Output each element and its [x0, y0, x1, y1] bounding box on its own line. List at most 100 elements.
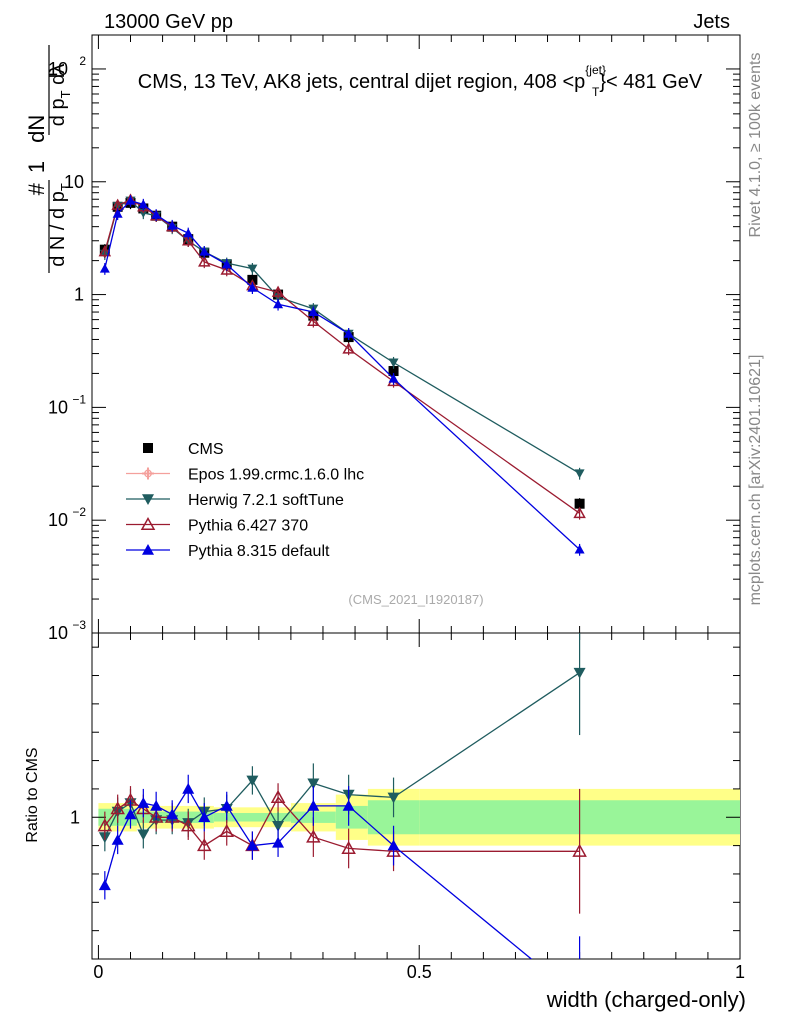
- y-tick-exponent: −2: [72, 505, 86, 519]
- data-point: [343, 328, 354, 338]
- ratio-point: [219, 823, 235, 837]
- y-tick-label: 10: [64, 172, 84, 192]
- ratio-y-tick-label: 1: [70, 807, 80, 827]
- ratio-point: [573, 667, 586, 679]
- ratio-point: [387, 792, 400, 804]
- data-point: [388, 366, 399, 377]
- ratio-point: [306, 829, 321, 843]
- data-point: [388, 373, 399, 383]
- legend-marker: [142, 544, 154, 555]
- analysis-watermark: (CMS_2021_I1920187): [348, 592, 483, 607]
- data-point: [198, 255, 211, 267]
- ratio-ylabel: Ratio to CMS: [24, 747, 41, 842]
- data-point: [574, 498, 585, 509]
- ratio-point: [166, 808, 179, 820]
- svg-text:d pT dλ: d pT dλ: [47, 64, 73, 126]
- ratio-point: [342, 799, 355, 811]
- x-tick-label: 1: [735, 962, 745, 982]
- rivet-label: Rivet 4.1.0, ≥ 100k events: [747, 53, 764, 238]
- legend-marker: [143, 443, 153, 453]
- ratio-point: [198, 811, 211, 823]
- data-point: [112, 208, 123, 218]
- x-tick-label: 0.5: [407, 962, 432, 982]
- ratio-point: [307, 799, 320, 811]
- category-label: Jets: [693, 11, 730, 33]
- data-point: [574, 544, 585, 554]
- data-point: [273, 299, 284, 309]
- data-point: [151, 209, 162, 219]
- legend-marker: [142, 494, 154, 505]
- ratio-point: [387, 839, 400, 851]
- ratio-series-pythia-8-315-default: [98, 774, 581, 959]
- main-axis-ticks: 10 2 10 1 10 −1 10 −2 10 −3: [48, 35, 741, 643]
- svg-text:#1dN: #1dN: [24, 115, 49, 196]
- ratio-point: [180, 818, 196, 832]
- ratio-point: [272, 836, 285, 848]
- ratio-point: [97, 818, 113, 832]
- y-tick-label: 10: [48, 59, 68, 79]
- data-point: [247, 282, 258, 292]
- ratio-point: [148, 809, 164, 823]
- data-point: [573, 506, 586, 519]
- y-tick-label: 10: [48, 510, 68, 530]
- ratio-axis-ticks: 0 0.5 1 1: [70, 633, 745, 982]
- data-point: [307, 314, 320, 327]
- main-panel: 10 2 10 1 10 −1 10 −2 10 −3 CMS, 13 TeV, AK8 jets…: [48, 34, 741, 643]
- ratio-point: [246, 775, 259, 787]
- x-tick-label: 0: [93, 962, 103, 982]
- y-tick-label: 10: [48, 623, 68, 643]
- main-ylabel: #1dN d N / d pT d pT dλ: [24, 45, 73, 273]
- data-point: [199, 246, 210, 256]
- ratio-series-layer: [97, 633, 587, 959]
- main-title: CMS, 13 TeV, AK8 jets, central dijet reg…: [138, 63, 703, 99]
- ratio-point: [572, 843, 587, 857]
- y-tick-exponent: 2: [79, 54, 86, 68]
- legend: CMS Epos 1.99.crmc.1.6.0 lhc Herwig 7.2.1 …: [126, 441, 364, 560]
- ratio-point: [137, 829, 150, 841]
- ratio-point: [307, 778, 320, 790]
- data-point: [247, 264, 258, 274]
- data-point: [125, 195, 136, 205]
- ratio-point: [197, 838, 212, 852]
- data-point: [99, 263, 110, 273]
- data-point: [221, 259, 232, 269]
- legend-entry: CMS: [188, 441, 224, 458]
- data-point: [167, 220, 178, 230]
- data-point: [181, 234, 195, 246]
- legend-entry: Epos 1.99.crmc.1.6.0 lhc: [188, 467, 364, 484]
- series-pythia-8-315-default: [99, 195, 585, 556]
- band-inner: [335, 805, 368, 829]
- data-point: [271, 285, 285, 297]
- ratio-point: [110, 801, 125, 815]
- legend-entry: Pythia 8.315 default: [188, 543, 330, 560]
- data-point: [220, 263, 234, 275]
- svg-text:d N / d pT: d N / d pT: [47, 183, 73, 267]
- main-series-layer: [98, 193, 586, 556]
- data-point: [308, 307, 319, 317]
- data-point: [138, 199, 149, 209]
- ratio-point: [111, 833, 124, 845]
- y-tick-exponent: −3: [72, 618, 86, 632]
- legend-entry: Herwig 7.2.1 softTune: [188, 492, 344, 509]
- band-inner: [213, 813, 291, 822]
- y-tick-label: 10: [48, 397, 68, 417]
- ratio-point: [246, 839, 259, 851]
- ratio-point: [341, 840, 356, 854]
- y-tick-label: 1: [74, 285, 84, 305]
- data-point: [574, 469, 585, 479]
- ratio-point: [182, 782, 195, 794]
- legend-entry: Pythia 6.427 370: [188, 518, 308, 535]
- ratio-point: [98, 879, 111, 891]
- ratio-point: [137, 797, 150, 808]
- ratio-point: [150, 799, 163, 811]
- legend-marker: [140, 516, 156, 531]
- main-frame: [91, 34, 741, 634]
- energy-label: 13000 GeV pp: [104, 11, 233, 33]
- mcplots-label: mcplots.cern.ch [arXiv:2401.10621]: [747, 355, 764, 606]
- data-point: [388, 358, 399, 368]
- data-point: [183, 228, 194, 238]
- ratio-point: [270, 789, 286, 803]
- ratio-point: [220, 799, 233, 811]
- data-point: [342, 342, 355, 354]
